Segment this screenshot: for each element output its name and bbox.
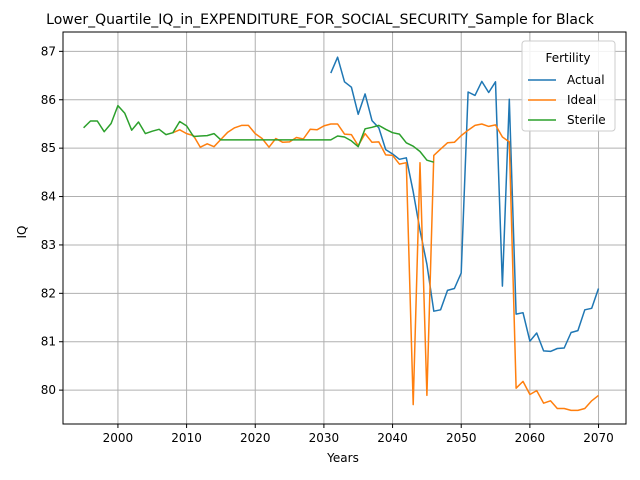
x-tick-label: 2020 bbox=[240, 431, 271, 445]
legend: Fertility Actual Ideal Sterile bbox=[521, 40, 616, 132]
legend-title: Fertility bbox=[545, 51, 590, 65]
y-tick-label: 87 bbox=[41, 44, 56, 58]
x-tick-label: 2010 bbox=[171, 431, 202, 445]
y-tick-label: 82 bbox=[41, 286, 56, 300]
x-tick-label: 2000 bbox=[103, 431, 134, 445]
x-axis-label: Years bbox=[326, 451, 359, 465]
y-tick-label: 83 bbox=[41, 238, 56, 252]
series-line-ideal bbox=[172, 123, 599, 412]
x-tick-label: 2070 bbox=[583, 431, 614, 445]
legend-box bbox=[521, 40, 616, 132]
series-lines bbox=[83, 56, 600, 412]
x-tick-label: 2060 bbox=[515, 431, 546, 445]
x-tick-label: 2040 bbox=[377, 431, 408, 445]
y-axis-label: IQ bbox=[15, 226, 29, 239]
y-tick-label: 85 bbox=[41, 141, 56, 155]
chart-title: Lower_Quartile_IQ_in_EXPENDITURE_FOR_SOC… bbox=[46, 12, 595, 28]
series-line-actual bbox=[330, 56, 600, 353]
x-tick-label: 2050 bbox=[446, 431, 477, 445]
y-tick-label: 80 bbox=[41, 383, 56, 397]
legend-label-sterile: Sterile bbox=[567, 113, 606, 127]
y-tick-label: 84 bbox=[41, 190, 56, 204]
plot-frame bbox=[62, 31, 627, 425]
series-line-sterile bbox=[83, 104, 435, 163]
y-tick-label: 81 bbox=[41, 335, 56, 349]
legend-label-actual: Actual bbox=[567, 73, 605, 87]
grid-lines bbox=[63, 32, 626, 424]
x-axis-ticks: 2000 2010 2020 2030 2040 2050 2060 2070 bbox=[103, 424, 614, 445]
y-tick-label: 86 bbox=[41, 93, 56, 107]
legend-label-ideal: Ideal bbox=[567, 93, 596, 107]
y-axis-ticks: 80 81 82 83 84 85 86 87 bbox=[41, 44, 63, 397]
x-tick-label: 2030 bbox=[309, 431, 340, 445]
